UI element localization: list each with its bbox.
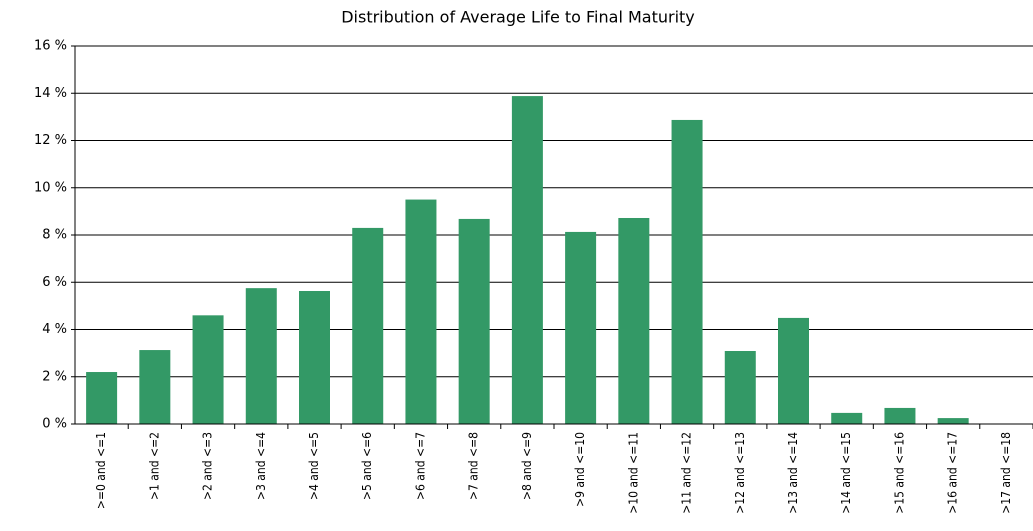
bar <box>565 231 597 424</box>
x-tick-label: >11 and <=12 <box>680 432 694 514</box>
y-tick-label: 0 % <box>42 417 67 432</box>
bar <box>299 290 330 424</box>
y-tick-label: 4 % <box>42 322 67 337</box>
x-tick-label: >1 and <=2 <box>147 432 161 500</box>
bar <box>405 199 437 424</box>
x-tick-label: >6 and <=7 <box>413 432 427 500</box>
x-tick-label: >5 and <=6 <box>360 432 374 500</box>
x-tick-label: >16 and <=17 <box>946 432 960 514</box>
bar <box>192 315 224 424</box>
x-tick-label: >17 and <=18 <box>999 432 1013 514</box>
y-tick-label: 8 % <box>42 228 67 243</box>
y-tick-label: 14 % <box>34 86 67 101</box>
bar <box>352 227 384 424</box>
x-tick-label: >2 and <=3 <box>201 432 215 500</box>
x-tick-label: >13 and <=14 <box>786 432 800 514</box>
x-tick-label: >7 and <=8 <box>467 432 481 500</box>
bar <box>245 288 277 424</box>
x-tick-label: >10 and <=11 <box>626 432 640 514</box>
x-tick-label: >9 and <=10 <box>573 432 587 507</box>
bar <box>511 96 543 425</box>
bar <box>458 218 490 424</box>
x-tick-label: >14 and <=15 <box>839 432 853 514</box>
x-tick-label: >12 and <=13 <box>733 432 747 514</box>
bar <box>778 317 809 424</box>
x-tick-label: >3 and <=4 <box>254 432 268 500</box>
x-tick-label: >=0 and <=1 <box>94 432 108 509</box>
bar <box>671 119 703 424</box>
y-tick-label: 12 % <box>34 133 67 148</box>
x-tick-label: >4 and <=5 <box>307 432 321 500</box>
bar <box>139 350 171 424</box>
x-tick-label: >8 and <=9 <box>520 432 534 500</box>
y-tick-label: 16 % <box>34 39 67 54</box>
bar <box>618 217 650 424</box>
bar <box>937 418 969 424</box>
bar <box>831 412 863 424</box>
bar <box>86 372 118 424</box>
y-tick-label: 10 % <box>34 180 67 195</box>
bar <box>884 407 916 424</box>
bar <box>724 350 756 424</box>
chart-title: Distribution of Average Life to Final Ma… <box>341 8 695 27</box>
x-tick-label: >15 and <=16 <box>892 432 906 514</box>
y-tick-label: 2 % <box>42 369 67 384</box>
y-tick-label: 6 % <box>42 275 67 290</box>
